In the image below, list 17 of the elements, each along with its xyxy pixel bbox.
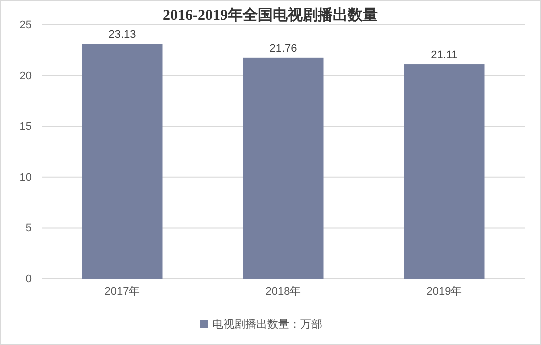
legend-label: 电视剧播出数量：万部 [212, 318, 322, 331]
data-label: 21.11 [431, 50, 458, 62]
data-label: 21.76 [270, 42, 298, 55]
bar [404, 64, 485, 279]
y-tick-label: 20 [20, 70, 32, 82]
x-tick-label: 2017年 [104, 286, 140, 298]
chart-title: 2016-2019年全国电视剧播出数量 [163, 7, 378, 24]
x-tick-label: 2018年 [266, 286, 302, 298]
y-tick-label: 10 [20, 172, 32, 184]
y-tick-label: 5 [26, 222, 32, 235]
y-tick-label: 15 [20, 121, 32, 134]
bar [82, 44, 163, 279]
bar [243, 58, 324, 279]
y-tick-label: 25 [20, 20, 32, 32]
y-tick-label: 0 [26, 274, 32, 286]
data-label: 23.13 [108, 29, 136, 41]
x-tick-label: 2019年 [426, 286, 462, 298]
